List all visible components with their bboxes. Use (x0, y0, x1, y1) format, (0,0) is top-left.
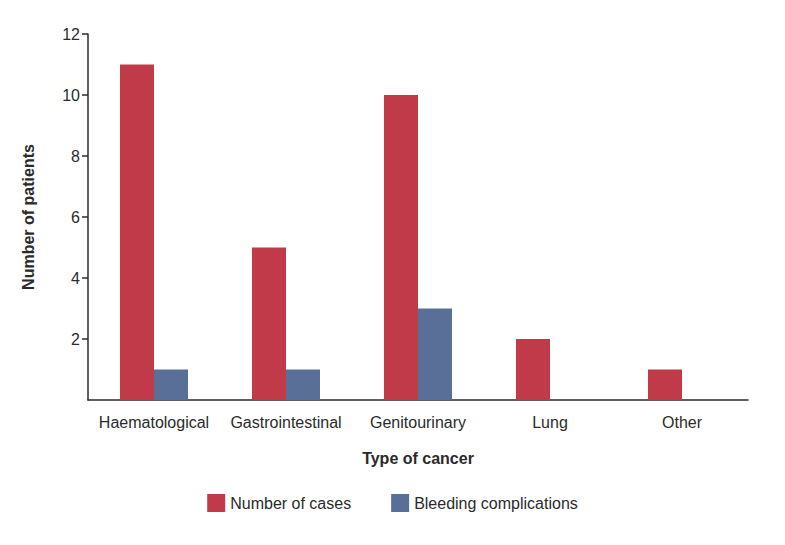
svg-text:Lung: Lung (532, 414, 568, 431)
svg-text:12: 12 (62, 26, 80, 43)
svg-text:Bleeding complications: Bleeding complications (414, 495, 578, 512)
svg-text:6: 6 (71, 209, 80, 226)
svg-text:Type of cancer: Type of cancer (362, 450, 474, 467)
svg-text:10: 10 (62, 87, 80, 104)
svg-text:Number of patients: Number of patients (20, 144, 37, 290)
svg-text:Gastrointestinal: Gastrointestinal (230, 414, 341, 431)
svg-text:Genitourinary: Genitourinary (370, 414, 466, 431)
svg-text:Haematological: Haematological (99, 414, 209, 431)
svg-text:4: 4 (71, 270, 80, 287)
svg-text:8: 8 (71, 148, 80, 165)
svg-text:Number of cases: Number of cases (230, 495, 351, 512)
svg-text:2: 2 (71, 331, 80, 348)
svg-text:Other: Other (662, 414, 703, 431)
